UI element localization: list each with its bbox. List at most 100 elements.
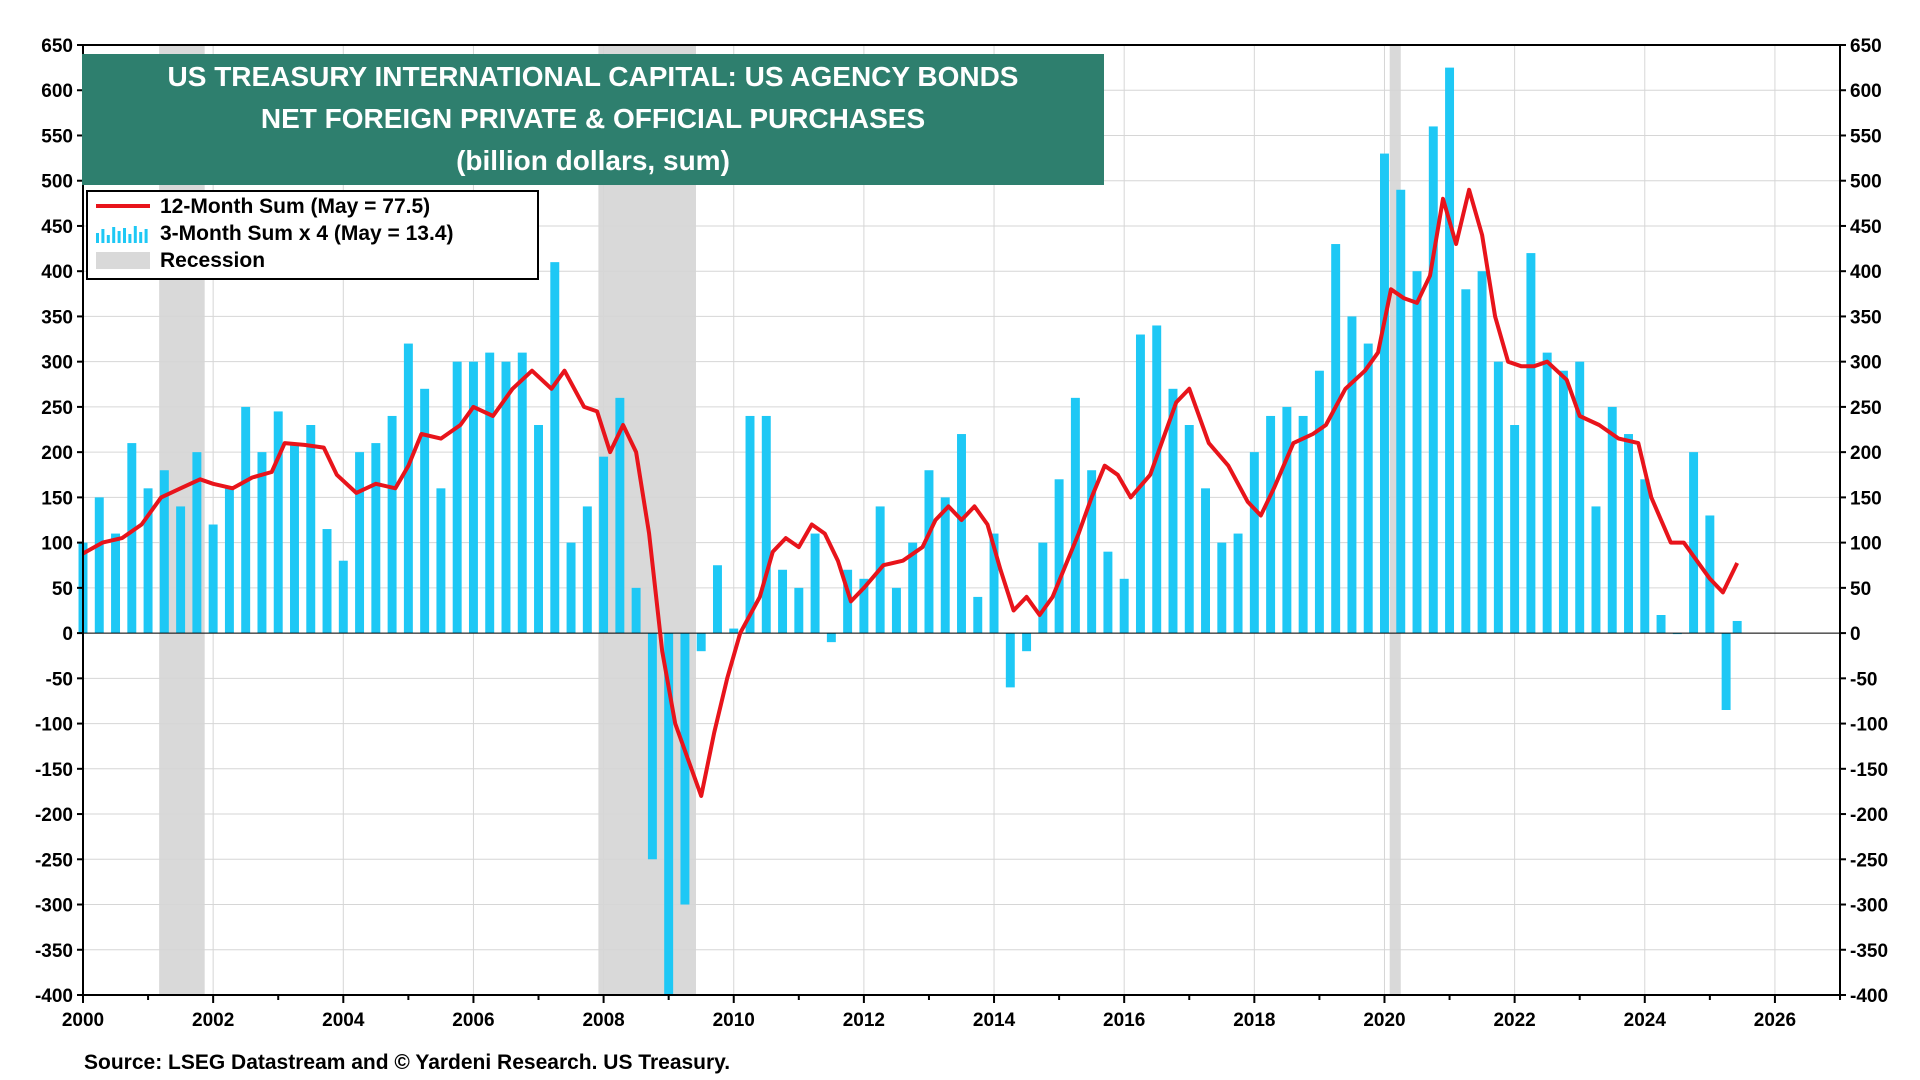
x-tick-label: 2020 [1363, 1010, 1405, 1031]
y-tick-label-left: 450 [41, 217, 73, 238]
bar [810, 533, 820, 634]
bar [1396, 189, 1406, 634]
bar [257, 452, 267, 634]
y-tick-label-right: -300 [1850, 896, 1888, 917]
bar [306, 425, 316, 634]
bar [1721, 633, 1731, 710]
legend-bar-icon [133, 226, 137, 243]
bar [794, 587, 804, 634]
bar [1461, 289, 1471, 634]
bar [143, 488, 153, 634]
x-tick-label: 2010 [713, 1010, 755, 1031]
y-tick-label-left: 0 [62, 624, 73, 645]
x-tick-label: 2006 [452, 1010, 494, 1031]
bar [403, 343, 413, 634]
bar [1640, 479, 1650, 634]
y-tick-label-left: -250 [35, 850, 73, 871]
bar [1428, 126, 1438, 634]
bar [436, 488, 446, 634]
bar [566, 542, 576, 634]
x-tick-label: 2012 [843, 1010, 885, 1031]
x-tick-label: 2024 [1624, 1010, 1667, 1031]
y-tick-label-right: 400 [1850, 262, 1882, 283]
y-tick-label-right: -200 [1850, 805, 1888, 826]
y-tick-label-right: 500 [1850, 172, 1882, 193]
bar [1542, 352, 1552, 634]
bar [1510, 425, 1520, 634]
bar [485, 352, 495, 634]
y-tick-label-left: 600 [41, 81, 73, 102]
bar [1298, 415, 1308, 634]
bar [680, 633, 690, 905]
bar [501, 361, 511, 634]
y-tick-label-right: 650 [1850, 36, 1882, 57]
bar [729, 628, 739, 634]
title-line-1: US TREASURY INTERNATIONAL CAPITAL: US AG… [168, 61, 1019, 92]
bar [1249, 452, 1259, 634]
y-tick-label-left: 350 [41, 307, 73, 328]
bar [891, 587, 901, 634]
legend-bar-swatch [96, 226, 148, 243]
title-line-3: (billion dollars, sum) [456, 145, 730, 176]
y-tick-label-left: 500 [41, 172, 73, 193]
bar [778, 569, 788, 634]
bar [1282, 406, 1292, 634]
legend-bar-icon [128, 234, 132, 243]
legend-bar-icon [139, 232, 143, 243]
bar [1233, 533, 1243, 634]
bar [1705, 515, 1715, 634]
bar [745, 415, 755, 634]
bar [1363, 343, 1373, 634]
bar [127, 443, 137, 634]
bar [1412, 271, 1422, 634]
plot-frame [82, 44, 1841, 996]
bar [371, 443, 381, 634]
bar [94, 497, 104, 634]
bar [1347, 316, 1357, 634]
x-tick-label: 2008 [582, 1010, 624, 1031]
legend-bar-icon [101, 229, 105, 243]
bar [1184, 425, 1194, 634]
bar [290, 443, 299, 634]
bar [1054, 479, 1064, 634]
y-tick-label-right: 450 [1850, 217, 1882, 238]
y-axis-left: 650600550500450400350300250200150100500-… [35, 36, 83, 1007]
x-tick-label: 2004 [322, 1010, 365, 1031]
bar [1070, 397, 1080, 634]
bar [631, 587, 641, 634]
y-tick-label-right: -150 [1850, 760, 1888, 781]
bar [647, 633, 657, 860]
y-tick-label-left: 150 [41, 488, 73, 509]
bar [1477, 271, 1487, 634]
title-line-2: NET FOREIGN PRIVATE & OFFICIAL PURCHASES [261, 103, 925, 134]
bar [1689, 452, 1699, 634]
bar [924, 470, 934, 634]
bar [1493, 361, 1503, 634]
y-tick-label-right: 200 [1850, 443, 1882, 464]
bar [1526, 253, 1536, 634]
legend-bar-icon [144, 229, 148, 243]
bar [826, 633, 836, 643]
title-background [82, 54, 1104, 185]
bar [1575, 361, 1585, 634]
y-axis-right: 650600550500450400350300250200150100500-… [1840, 36, 1888, 1007]
bar [615, 397, 625, 634]
bar [550, 262, 560, 634]
bar [1445, 67, 1455, 634]
bar [1168, 388, 1178, 634]
recession-band-2 [1389, 45, 1401, 995]
bar [452, 361, 462, 634]
bar [1152, 325, 1162, 634]
legend-bar-icon [106, 235, 110, 243]
legend-bar-icon [117, 231, 121, 243]
legend-label-recession: Recession [160, 249, 265, 272]
recession-shading [159, 45, 1401, 995]
bar [176, 506, 186, 634]
bar [957, 434, 966, 634]
y-tick-label-right: 350 [1850, 307, 1882, 328]
bar [534, 425, 543, 634]
y-tick-label-right: -50 [1850, 669, 1877, 690]
bar [1266, 415, 1276, 634]
y-tick-label-right: -350 [1850, 941, 1888, 962]
